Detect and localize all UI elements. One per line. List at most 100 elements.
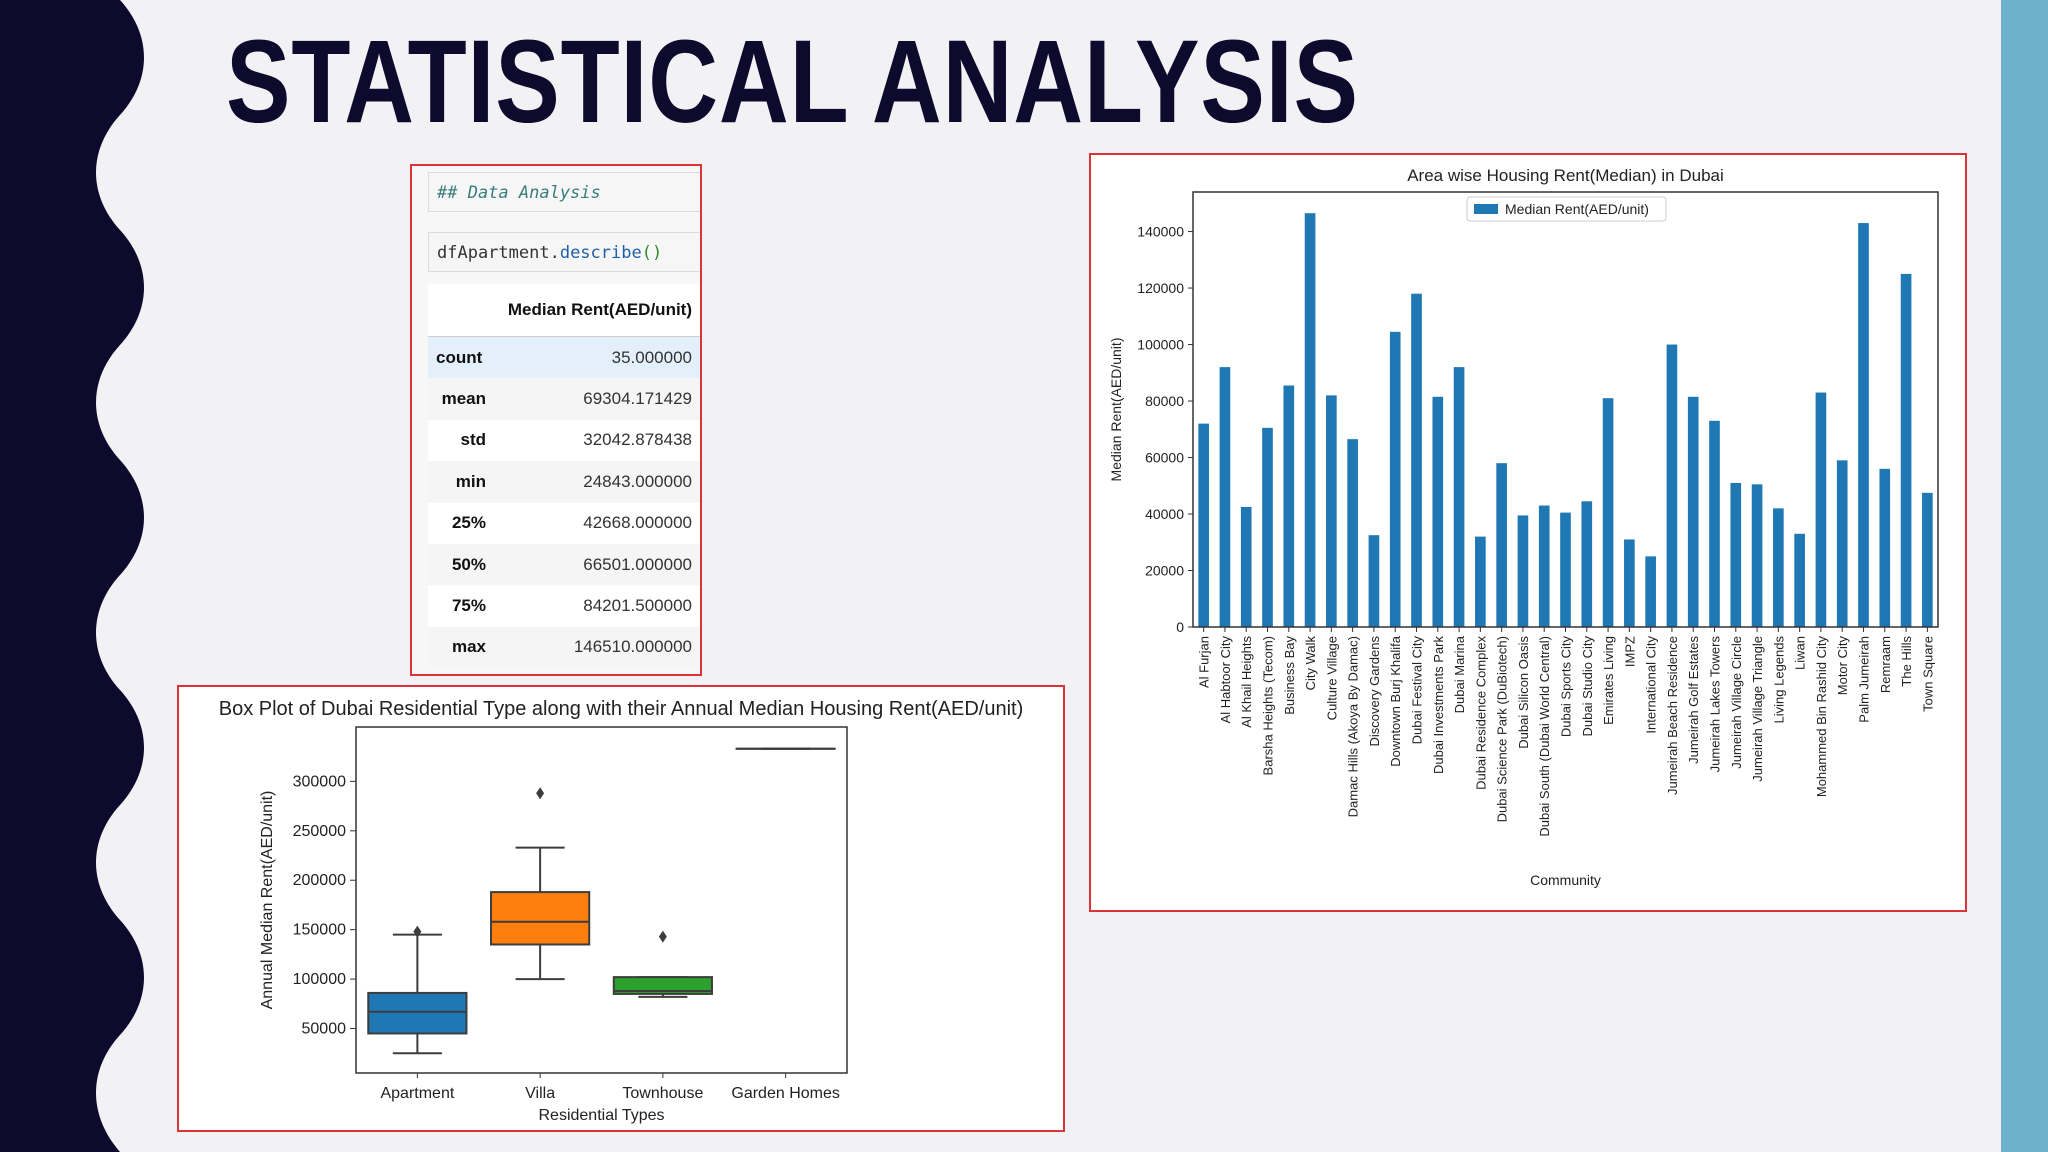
bar bbox=[1581, 501, 1593, 627]
bar bbox=[1453, 367, 1465, 627]
row-label: count bbox=[436, 347, 483, 367]
barchart-xtick-label: Al Habtoor City bbox=[1218, 636, 1233, 724]
row-label: 50% bbox=[451, 554, 486, 574]
code-method: describe bbox=[559, 243, 642, 263]
barchart-xtick-label: Liwan bbox=[1793, 636, 1808, 670]
bar-chart: Area wise Housing Rent(Median) in Dubai 0… bbox=[1108, 166, 1939, 888]
markdown-cell[interactable]: ## Data Analysis bbox=[428, 172, 700, 212]
boxplot-box bbox=[367, 991, 468, 1035]
row-value: 24843.000000 bbox=[583, 471, 692, 491]
table-row: max 146510.000000 bbox=[428, 626, 700, 669]
barchart-xtick-label: Jumeirah Lakes Towers bbox=[1708, 636, 1723, 773]
code-object: dfApartment. bbox=[437, 243, 560, 263]
bar bbox=[1900, 273, 1912, 627]
row-value: 42668.000000 bbox=[583, 513, 692, 533]
barchart-ylabel: Median Rent(AED/unit) bbox=[1108, 338, 1124, 482]
bar bbox=[1645, 556, 1656, 627]
barchart-xtick-label: Remraam bbox=[1878, 636, 1893, 693]
table-column-header: Median Rent(AED/unit) bbox=[494, 284, 700, 337]
barchart-xlabel: Community bbox=[1530, 872, 1601, 888]
boxplot-chart: Box Plot of Dubai Residential Type along… bbox=[219, 698, 1024, 1124]
boxplot-box bbox=[612, 976, 713, 995]
barchart-xtick-label: Palm Jumeirah bbox=[1857, 636, 1872, 723]
barchart-ytick-label: 40000 bbox=[1145, 506, 1184, 522]
code-input-cell[interactable]: dfApartment.describe() bbox=[428, 232, 700, 272]
barchart-xtick-label: Dubai Marina bbox=[1452, 635, 1467, 713]
bar bbox=[1475, 536, 1486, 627]
table-row: std 32042.878438 bbox=[428, 420, 700, 461]
bar bbox=[1687, 396, 1699, 627]
row-label: mean bbox=[441, 389, 486, 409]
bar bbox=[1879, 468, 1891, 627]
boxplot-xtick-label: Townhouse bbox=[622, 1085, 703, 1102]
boxplot-xlabel: Residential Types bbox=[539, 1107, 665, 1124]
describe-output-panel: ## Data Analysis dfApartment.describe() … bbox=[410, 164, 702, 676]
barchart-xtick-label: Downtown Burj Khalifa bbox=[1388, 635, 1403, 767]
bar bbox=[1262, 427, 1273, 627]
legend-swatch bbox=[1474, 204, 1498, 214]
row-value: 66501.000000 bbox=[583, 554, 692, 574]
boxplot-outlier bbox=[536, 787, 545, 800]
bar bbox=[1794, 533, 1805, 627]
row-value: 32042.878438 bbox=[583, 430, 692, 450]
boxplot-group-townhouse bbox=[612, 930, 713, 998]
barchart-ytick-label: 140000 bbox=[1137, 224, 1184, 240]
barchart-xtick-label: Living Legends bbox=[1771, 636, 1786, 724]
bar bbox=[1751, 484, 1763, 627]
bar bbox=[1517, 515, 1529, 627]
boxplot-ytick-label: 50000 bbox=[302, 1021, 347, 1038]
barchart-xtick-label: IMPZ bbox=[1622, 636, 1637, 667]
boxplot-ytick-label: 100000 bbox=[293, 971, 346, 988]
boxplot-ylabel: Annual Median Rent(AED/unit) bbox=[259, 791, 276, 1010]
barchart-xtick-label: Discovery Gardens bbox=[1367, 636, 1382, 747]
barchart-xtick-label: Jumeirah Village Circle bbox=[1729, 636, 1744, 769]
row-label: 25% bbox=[451, 513, 486, 533]
barchart-xtick-label: Dubai Silicon Oasis bbox=[1516, 636, 1531, 749]
barchart-ytick-label: 120000 bbox=[1137, 280, 1184, 296]
table-row: 75% 84201.500000 bbox=[428, 585, 700, 626]
row-value: 35.000000 bbox=[611, 347, 692, 367]
boxplot-group-villa bbox=[490, 787, 591, 981]
bar bbox=[1624, 539, 1635, 627]
barchart-title: Area wise Housing Rent(Median) in Dubai bbox=[1407, 166, 1724, 185]
barchart-ytick-label: 60000 bbox=[1145, 450, 1184, 466]
bar bbox=[1773, 508, 1784, 627]
row-label: std bbox=[460, 430, 487, 450]
right-accent-band bbox=[2001, 0, 2048, 1152]
bar bbox=[1219, 367, 1231, 627]
barchart-ytick-label: 80000 bbox=[1145, 393, 1184, 409]
bar bbox=[1815, 392, 1827, 627]
bar bbox=[1560, 512, 1571, 627]
bar bbox=[1389, 331, 1401, 627]
boxplot-panel: Box Plot of Dubai Residential Type along… bbox=[177, 685, 1065, 1132]
barchart-xtick-label: Dubai Investments Park bbox=[1431, 636, 1446, 775]
table-row: mean 69304.171429 bbox=[428, 378, 700, 420]
left-wave-band bbox=[0, 0, 144, 1152]
bar bbox=[1240, 506, 1252, 627]
bar bbox=[1411, 293, 1422, 627]
boxplot-group-apartment bbox=[367, 925, 468, 1055]
bar bbox=[1368, 535, 1380, 627]
boxplot-title: Box Plot of Dubai Residential Type along… bbox=[219, 698, 1024, 720]
row-label: 75% bbox=[451, 596, 486, 616]
describe-table: Median Rent(AED/unit) count 35.000000 mea… bbox=[428, 284, 700, 669]
barchart-xtick-label: Dubai Festival City bbox=[1410, 636, 1425, 745]
boxplot-outlier bbox=[413, 925, 422, 938]
barchart-xtick-label: Al Khail Heights bbox=[1239, 636, 1254, 728]
legend-box bbox=[1466, 196, 1667, 222]
bar bbox=[1326, 395, 1337, 627]
barchart-xtick-label: Jumeirah Beach Residence bbox=[1665, 636, 1680, 795]
barchart-legend: Median Rent(AED/unit) bbox=[1466, 196, 1667, 222]
legend-label: Median Rent(AED/unit) bbox=[1505, 201, 1649, 217]
boxplot-ytick-label: 250000 bbox=[293, 823, 346, 840]
boxplot-ytick-label: 150000 bbox=[293, 922, 346, 939]
bar bbox=[1496, 463, 1507, 627]
barchart-xtick-label: Culture Village bbox=[1324, 636, 1339, 720]
barchart-xtick-label: Dubai Residence Complex bbox=[1473, 636, 1488, 790]
barchart-xtick-label: Jumeirah Golf Estates bbox=[1686, 636, 1701, 764]
barchart-xtick-label: Barsha Heights (Tecom) bbox=[1261, 636, 1276, 775]
barchart-panel: Area wise Housing Rent(Median) in Dubai 0… bbox=[1089, 153, 1967, 912]
barchart-xtick-label: City Walk bbox=[1303, 636, 1318, 691]
bar bbox=[1836, 460, 1848, 627]
boxplot-axes-frame bbox=[355, 726, 848, 1074]
